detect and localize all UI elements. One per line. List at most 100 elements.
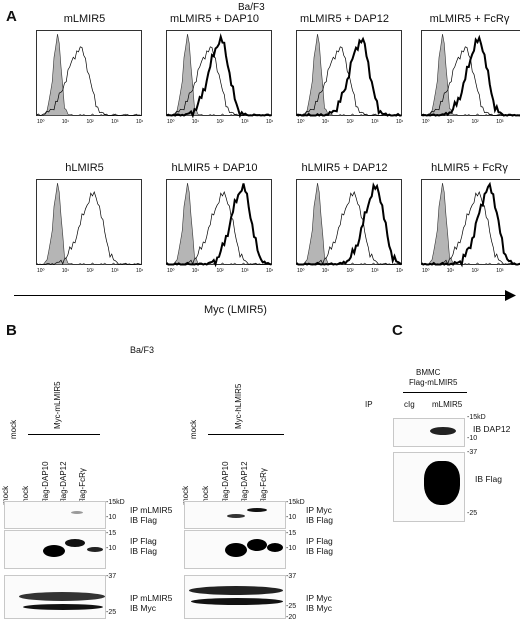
blot-1: [184, 501, 286, 529]
panel-letter-b: B: [6, 322, 17, 339]
axis-tick-label: 10²: [347, 268, 355, 274]
cell-line-label: Ba/F3: [238, 2, 265, 13]
axis-tick-label: 10²: [217, 268, 225, 274]
histogram-plot: 10⁰ 10¹ 10² 10³ 10⁴: [296, 30, 403, 125]
lane-label: Flag-FcRγ: [259, 468, 268, 505]
band: [191, 598, 283, 605]
band: [87, 547, 103, 552]
construct-label: Myc-mLMIR5: [53, 381, 62, 429]
blot-label: IP mLMIR5: [130, 593, 173, 603]
cotransfected-histogram: [166, 33, 272, 119]
blot-label: IP Flag: [130, 536, 157, 546]
axis-tick-label: 10¹: [447, 268, 455, 274]
axis-tick-label: 10⁰: [167, 119, 175, 125]
axis-tick-label: 10²: [87, 268, 95, 274]
blot-3: [184, 575, 286, 619]
band: [227, 514, 245, 518]
lane-label: Flag-DAP10: [221, 461, 230, 505]
histogram-plot: 10⁰ 10¹ 10² 10³ 10⁴: [166, 179, 273, 274]
mw-marker: -10: [286, 514, 297, 521]
band: [65, 539, 85, 547]
arrow-head-icon: [505, 290, 516, 301]
lane-label: Flag-DAP12: [59, 461, 68, 505]
axis-tick-label: 10¹: [192, 119, 200, 125]
lane-label: Flag-FcRγ: [78, 468, 87, 505]
blot-label: IP Myc: [306, 593, 332, 603]
axis-tick-label: 10⁴: [396, 119, 403, 125]
mw-marker: -10: [106, 514, 117, 521]
band: [247, 539, 267, 551]
cotransfected-histogram: [421, 181, 520, 268]
histogram-title: mLMIR5 + FcRγ: [429, 13, 510, 25]
mw-marker: -15kD: [286, 499, 305, 506]
cotransfected-histogram: [421, 34, 520, 117]
blot-label: IB Flag: [130, 546, 157, 556]
top-mock-label: mock: [189, 419, 198, 439]
axis-tick-label: 10⁴: [266, 119, 273, 125]
mw-marker: -25: [467, 510, 478, 517]
band: [71, 511, 83, 514]
blot-label: IB Flag: [306, 515, 333, 525]
cotransfected-histogram: [296, 182, 403, 266]
blot-2: [393, 452, 465, 522]
mw-marker: -20: [286, 614, 297, 621]
blot-label: IB Myc: [130, 603, 156, 613]
blot-label: IP Myc: [306, 505, 332, 515]
cotransfected-histogram: [296, 36, 402, 117]
axis-tick-label: 10⁰: [37, 119, 45, 125]
axis-tick-label: 10⁰: [297, 268, 305, 274]
lmir5-histogram: [36, 191, 142, 265]
axis-tick-label: 10⁰: [422, 268, 430, 274]
band: [247, 508, 267, 512]
axis-tick-label: 10²: [347, 119, 355, 125]
axis-tick-label: 10²: [472, 268, 480, 274]
construct-label: Myc-hLMIR5: [234, 383, 243, 429]
mw-marker: -25: [106, 609, 117, 616]
axis-tick-label: 10³: [111, 119, 119, 125]
blot-label: IB Myc: [306, 603, 332, 613]
panel-c-header: BMMC: [416, 368, 441, 377]
axis-tick-label: 10³: [371, 268, 379, 274]
axis-tick-label: 10³: [241, 119, 249, 125]
axis-tick-label: 10²: [217, 119, 225, 125]
panel-letter-a: A: [6, 8, 17, 25]
band: [225, 543, 247, 557]
mw-marker: -25: [286, 603, 297, 610]
band: [189, 586, 283, 595]
axis-tick-label: 10¹: [322, 119, 330, 125]
band: [23, 604, 103, 610]
band: [19, 592, 105, 601]
mw-marker: -10: [467, 435, 478, 442]
mw-marker: -10: [286, 545, 297, 552]
panel-c-bracket: [403, 392, 467, 393]
top-mock-label: mock: [9, 419, 18, 439]
mw-marker: -37: [467, 449, 478, 456]
ip-label: IP: [365, 400, 373, 409]
axis-tick-label: 10³: [241, 268, 249, 274]
histogram-plot: 10⁰ 10¹ 10² 10³ 10⁴: [296, 179, 403, 274]
blot-label: IB Flag: [306, 546, 333, 556]
histogram-title: hLMIR5 + DAP10: [171, 162, 258, 174]
isotype-histogram: [36, 33, 142, 116]
blot-1: [4, 501, 106, 529]
axis-tick-label: 10⁰: [422, 119, 430, 125]
blot-label: IB Flag: [130, 515, 157, 525]
axis-tick-label: 10⁴: [136, 119, 143, 125]
axis-tick-label: 10⁴: [396, 268, 403, 274]
axis-tick-label: 10⁰: [37, 268, 45, 274]
panel-c-header: Flag-mLMIR5: [409, 378, 458, 387]
axis-tick-label: 10³: [496, 268, 504, 274]
axis-tick-label: 10¹: [447, 119, 455, 125]
histogram-title: hLMIR5 + DAP12: [301, 162, 388, 174]
lane-label: Flag-DAP10: [41, 461, 50, 505]
histogram-title: mLMIR5: [63, 13, 106, 25]
axis-tick-label: 10³: [371, 119, 379, 125]
mw-marker: -15kD: [106, 499, 125, 506]
histogram-title: mLMIR5 + DAP12: [300, 13, 389, 25]
histogram-plot: 10⁰ 10¹ 10² 10³ 10⁴: [166, 30, 273, 125]
blot-2: [4, 530, 106, 569]
histogram-title: hLMIR5: [65, 162, 104, 174]
mw-marker: -15: [286, 530, 297, 537]
construct-bracket: [28, 434, 100, 435]
axis-tick-label: 10¹: [322, 268, 330, 274]
